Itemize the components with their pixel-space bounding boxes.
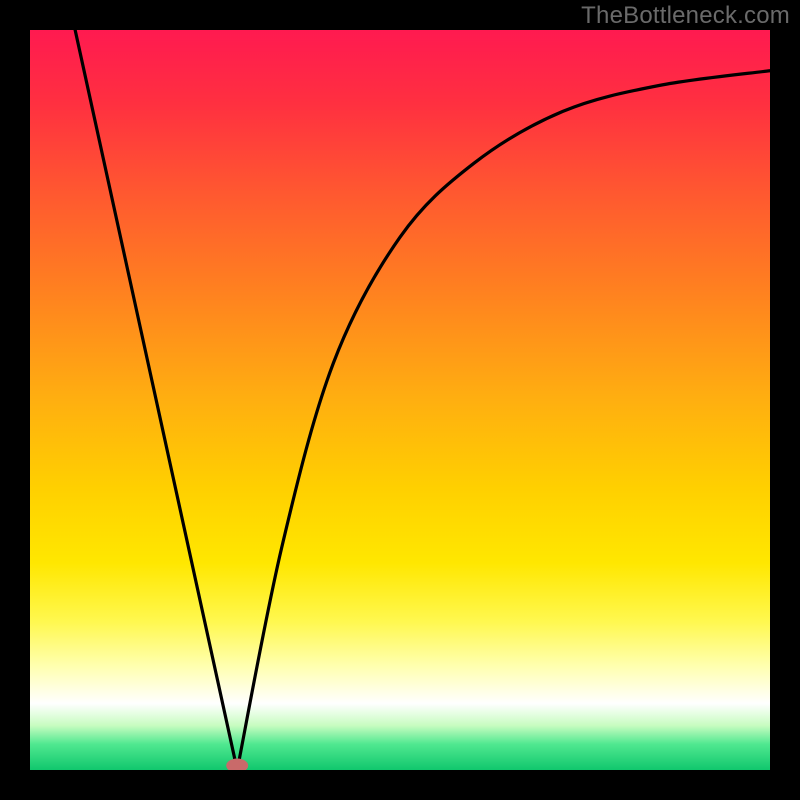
bottleneck-chart [0, 0, 800, 800]
chart-background [30, 30, 770, 770]
chart-container: TheBottleneck.com [0, 0, 800, 800]
watermark-text: TheBottleneck.com [581, 2, 790, 30]
